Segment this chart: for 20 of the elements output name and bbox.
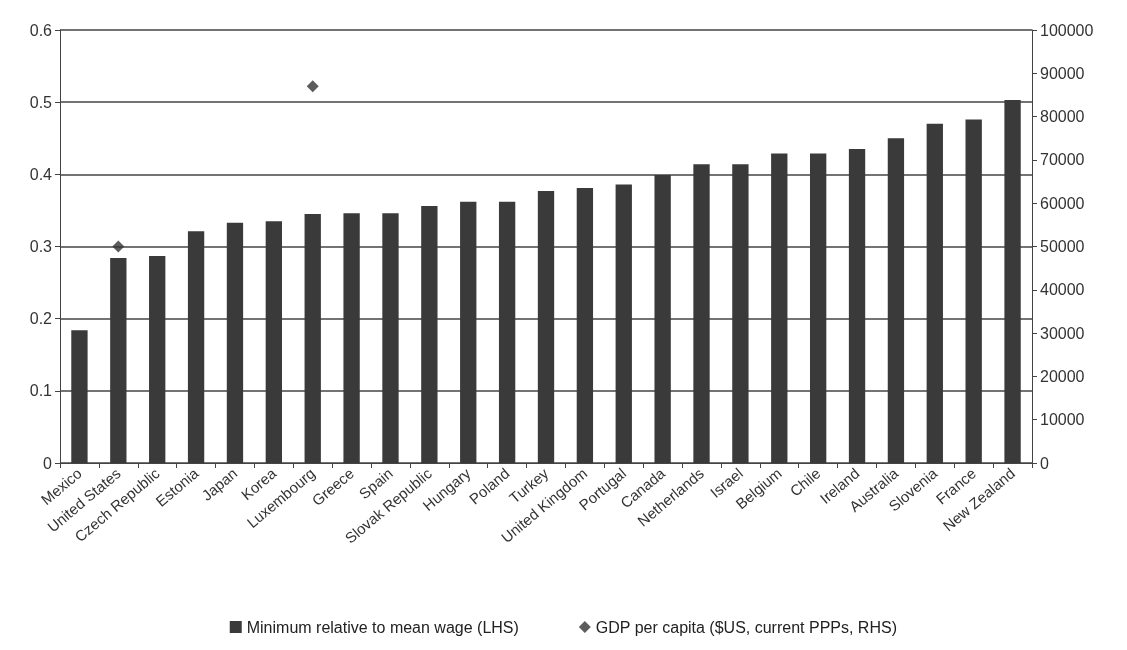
y-tick-label: 0.4 <box>29 165 53 183</box>
y2-tick-label: 10000 <box>1040 411 1085 429</box>
y2-tick-label: 50000 <box>1040 238 1085 255</box>
y-tick-label: 0.1 <box>29 382 53 400</box>
y2-tick-label: 30000 <box>1040 324 1085 342</box>
y-tick-label: 0 <box>43 454 53 472</box>
y-tick-label: 0.2 <box>29 310 53 328</box>
y2-tick-label: 0 <box>1040 454 1049 472</box>
legend-label: GDP per capita ($US, current PPPs, RHS) <box>595 618 897 636</box>
y2-tick-label: 40000 <box>1040 281 1085 299</box>
y2-tick-label: 70000 <box>1040 151 1085 169</box>
y2-tick-label: 90000 <box>1040 64 1085 82</box>
y2-tick-label: 60000 <box>1040 194 1085 212</box>
legend-label: Minimum relative to mean wage (LHS) <box>246 618 519 636</box>
y2-tick-label: 80000 <box>1040 108 1085 126</box>
y2-tick-label: 100000 <box>1040 21 1094 39</box>
y-tick-label: 0.6 <box>29 21 53 39</box>
y-tick-label: 0.5 <box>29 93 53 111</box>
y2-tick-label: 20000 <box>1040 367 1085 385</box>
y-tick-label: 0.3 <box>29 238 53 255</box>
